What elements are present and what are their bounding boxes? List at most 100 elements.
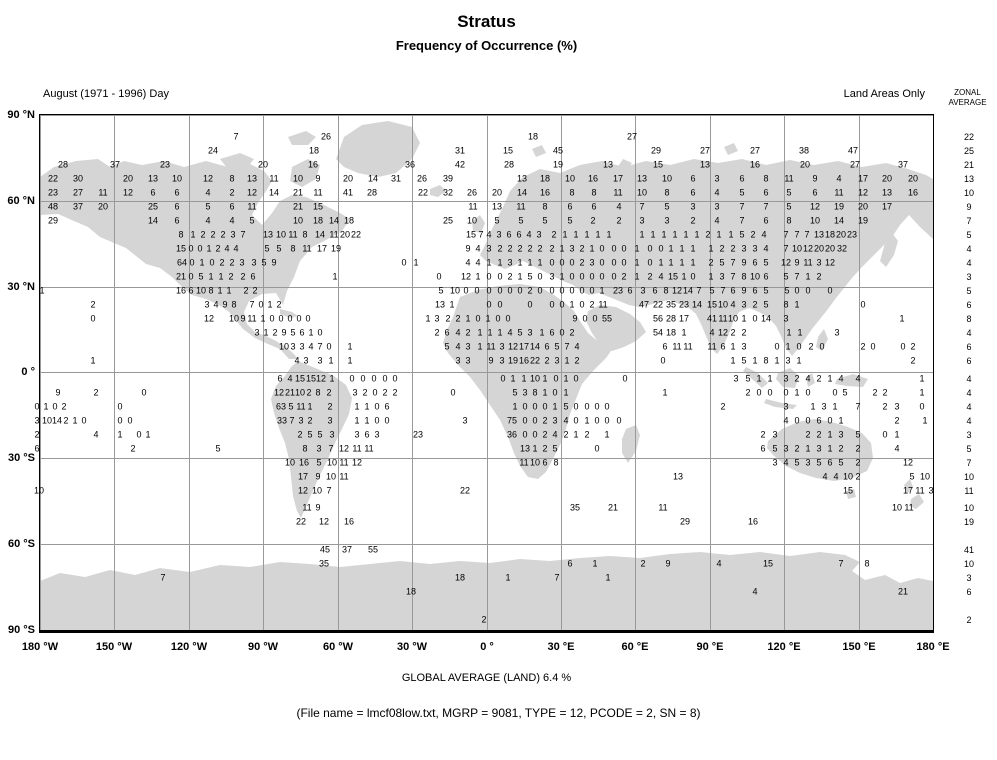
grid-value: 1 <box>569 299 575 310</box>
grid-value: 2 <box>750 229 756 240</box>
grid-value: 1 <box>477 327 483 338</box>
grid-value: 26 <box>466 187 478 198</box>
grid-value: 0 <box>604 401 610 412</box>
zonal-average-value: 19 <box>963 517 974 527</box>
grid-value: 11 <box>784 173 794 184</box>
grid-value: 3 <box>462 415 468 426</box>
grid-value: 4 <box>822 471 828 482</box>
page-title: Stratus <box>457 12 516 31</box>
grid-value: 12 <box>122 187 134 198</box>
grid-value: 10 <box>466 215 478 226</box>
grid-value: 23 <box>612 285 624 296</box>
grid-value: 27 <box>626 131 638 142</box>
grid-value: 0 <box>611 257 617 268</box>
world-map-plot: 7 26 18 27 24 18 31 15 45 29 27 27 38 47 28 37 23 20 16 36 4… <box>34 114 934 633</box>
grid-value: 22 <box>47 173 59 184</box>
grid-value: 2 <box>200 229 206 240</box>
grid-value: 1 <box>532 443 538 454</box>
grid-value: 10 <box>449 285 461 296</box>
grid-value: 0 <box>569 257 575 268</box>
grid-value: 6 <box>739 173 745 184</box>
grid-value: 1 <box>347 355 353 366</box>
grid-value: 14 <box>314 229 326 240</box>
grid-value: 36 <box>404 159 416 170</box>
grid-value: 6 <box>720 341 726 352</box>
grid-value: 11 <box>302 502 312 513</box>
grid-value: 5 <box>249 215 255 226</box>
grid-value: 45 <box>319 544 331 555</box>
grid-value: 0 <box>599 243 605 254</box>
grid-value: 0 <box>622 373 628 384</box>
grid-value: 0 <box>384 415 390 426</box>
grid-value: 5 <box>842 387 848 398</box>
grid-value: 1 <box>505 572 511 583</box>
grid-value: 3 <box>239 257 245 268</box>
grid-value: 10 <box>791 243 803 254</box>
grid-value: 0 <box>660 355 666 366</box>
grid-value: 10 <box>284 457 296 468</box>
grid-value: 1 <box>805 271 811 282</box>
grid-value: 11 <box>98 187 108 198</box>
grid-value: 25 <box>442 215 454 226</box>
grid-value: 2 <box>584 429 590 440</box>
grid-value: 3 <box>816 257 822 268</box>
grid-value: 3 <box>719 271 725 282</box>
grid-value: 8 <box>229 173 235 184</box>
zonal-average-value: 4 <box>966 258 972 268</box>
grid-value: 1 <box>767 373 773 384</box>
grid-value: 2 <box>549 243 555 254</box>
arabia-landmass <box>586 305 646 351</box>
grid-value: 9 <box>55 387 61 398</box>
grid-value: 12 <box>318 516 330 527</box>
grid-value: 18 <box>405 586 417 597</box>
grid-value: 0 <box>522 429 528 440</box>
grid-value: 0 <box>870 341 876 352</box>
grid-value: 16 <box>518 355 530 366</box>
grid-value: 3 <box>554 355 560 366</box>
grid-value: 2 <box>816 429 822 440</box>
grid-value: 15 <box>465 229 477 240</box>
grid-value: 2 <box>215 243 221 254</box>
grid-value: 6 <box>763 271 769 282</box>
grid-value: 20 <box>491 187 503 198</box>
grid-value: 2 <box>542 429 548 440</box>
grid-value: 22 <box>350 229 362 240</box>
grid-value: 3 <box>772 457 778 468</box>
grid-value: 0 <box>553 373 559 384</box>
grid-value: 10 <box>749 271 761 282</box>
grid-value: 19 <box>507 355 519 366</box>
zonal-average-value: 3 <box>966 272 972 282</box>
grid-value: 3 <box>303 355 309 366</box>
grid-value: 1 <box>690 243 696 254</box>
grid-value: 5 <box>494 215 500 226</box>
grid-value: 26 <box>416 173 428 184</box>
grid-value: 17 <box>316 243 328 254</box>
grid-value: 25 <box>147 201 159 212</box>
grid-value: 5 <box>205 201 211 212</box>
grid-value: 11 <box>658 502 668 513</box>
grid-value: 11 <box>302 243 312 254</box>
grid-value: 7 <box>696 285 702 296</box>
grid-value: 13 <box>636 173 648 184</box>
grid-value: 5 <box>316 457 322 468</box>
y-axis-label: 30 °N <box>7 281 35 293</box>
x-axis-label: 60 °W <box>322 641 354 653</box>
grid-value: 31 <box>454 145 466 156</box>
grid-value: 16 <box>907 187 919 198</box>
grid-value: 21 <box>292 187 304 198</box>
grid-value: 38 <box>798 145 810 156</box>
grid-value: 17 <box>518 341 530 352</box>
grid-value: 1 <box>510 373 516 384</box>
x-axis-label: 90 °E <box>696 641 724 653</box>
grid-value: 12 <box>717 327 729 338</box>
grid-value: 1 <box>267 299 273 310</box>
grid-value: 2 <box>61 401 67 412</box>
grid-value: 1 <box>347 341 353 352</box>
grid-value: 3 <box>465 341 471 352</box>
zonal-average-value: 3 <box>966 430 972 440</box>
grid-value: 41 <box>342 187 354 198</box>
grid-value: 14 <box>833 215 845 226</box>
grid-value: 3 <box>821 401 827 412</box>
grid-value: 3 <box>569 243 575 254</box>
grid-value: 21 <box>292 201 304 212</box>
